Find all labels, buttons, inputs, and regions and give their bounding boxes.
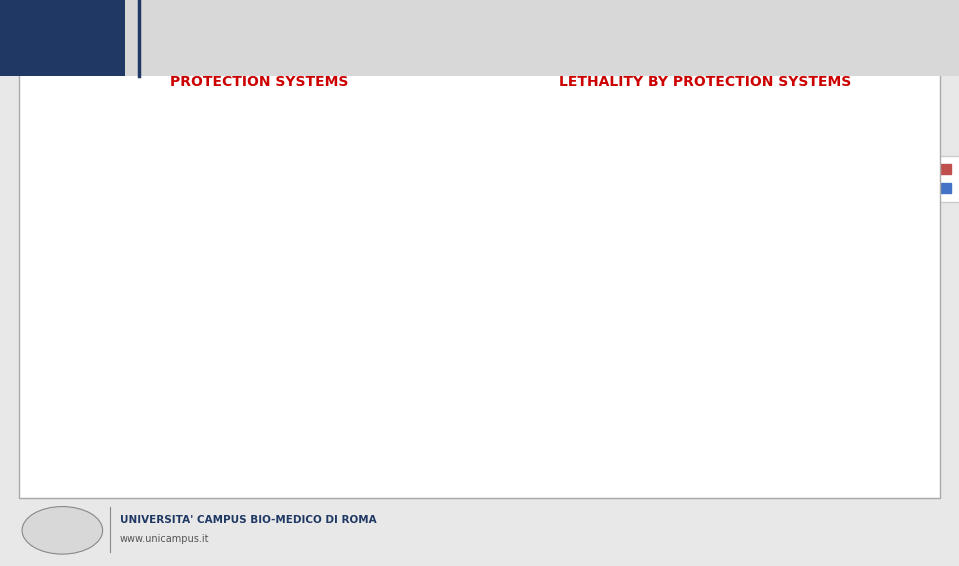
Text: • Cameras the most used, followed by
  security guards and turnstiles: • Cameras the most used, followed by sec… [41,346,297,378]
Bar [170,241,208,328]
Bar [380,146,418,328]
Bar [690,269,729,328]
Text: UNIVERSITA' CAMPUS BIO-MEDICO DI ROMA: UNIVERSITA' CAMPUS BIO-MEDICO DI ROMA [120,514,377,525]
Text: DATA ANALISYS PROTECTION SYSTEMS: DATA ANALISYS PROTECTION SYSTEMS [173,29,600,48]
Bar [310,320,348,328]
Bar [240,320,278,328]
Text: • The most effective to prevent fatalities
  are (or seem) turnstiles and securi: • The most effective to prevent fataliti… [493,358,766,407]
Text: • Only one asset (Connaught place
  station in New Delhi) uses metal
  detector : • Only one asset (Connaught place statio… [41,410,276,459]
Text: PROTECTION SYSTEMS: PROTECTION SYSTEMS [170,75,348,89]
Legend: FPA, IPA: FPA, IPA [929,156,959,202]
Bar [620,114,659,117]
Bar [100,138,138,328]
Bar [690,250,729,269]
Bar [550,160,589,177]
Bar [830,196,869,328]
Bar [830,185,869,196]
Bar [760,269,799,328]
Bar [760,250,799,269]
Text: LETHALITY BY PROTECTION SYSTEMS: LETHALITY BY PROTECTION SYSTEMS [559,75,851,89]
Bar [620,117,659,328]
Y-axis label: N. OF CONSIDERED ASSETS: N. OF CONSIDERED ASSETS [41,124,52,295]
Text: www.unicampus.it: www.unicampus.it [120,534,209,544]
Bar [550,177,589,328]
